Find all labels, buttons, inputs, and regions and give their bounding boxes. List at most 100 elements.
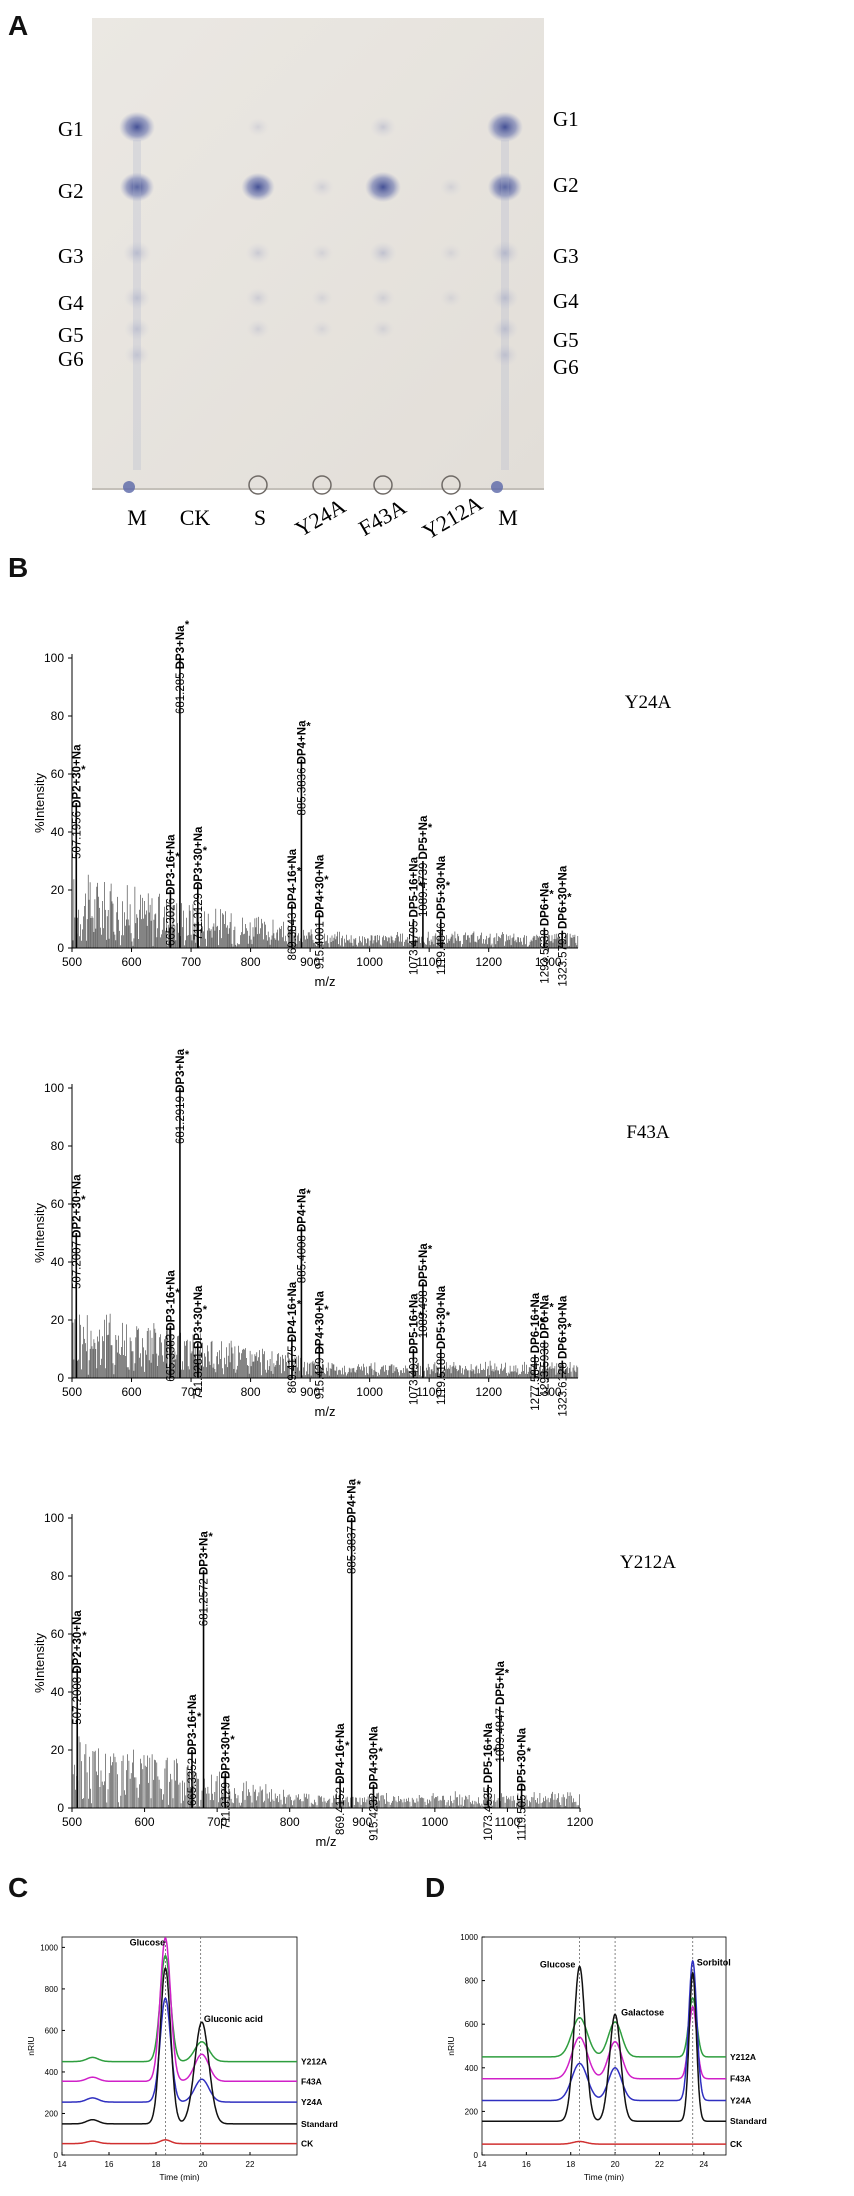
peak-label: 885.4008 DP4+Na xyxy=(296,1188,308,1284)
peak-label: 915.4001 DP4+30+Na xyxy=(314,854,326,969)
peak-asterisk: * xyxy=(306,721,311,733)
peak-asterisk: * xyxy=(185,1049,190,1061)
x-tick-label: 20 xyxy=(611,2160,620,2169)
y-tick-label: 20 xyxy=(51,1743,65,1757)
y-tick-label: 400 xyxy=(45,2068,59,2077)
peak-label: 915.4232 DP4+30+Na xyxy=(368,1726,380,1841)
x-tick-label: 700 xyxy=(207,1815,227,1829)
tlc-spot xyxy=(245,242,271,264)
series-line xyxy=(482,2005,726,2080)
x-tick-label: 1200 xyxy=(475,955,502,969)
tlc-spot xyxy=(241,172,275,202)
tlc-spot xyxy=(123,286,151,310)
peak-label: 665.3352 DP3-16+Na xyxy=(187,1694,199,1806)
series-label: Y212A xyxy=(730,2052,756,2062)
peak-label: 681.285 DP3+Na xyxy=(175,625,187,714)
x-tick-label: 1100 xyxy=(416,1385,442,1399)
x-tick-label: 14 xyxy=(478,2160,487,2169)
series-line xyxy=(482,2140,726,2145)
peak-asterisk: * xyxy=(197,1711,202,1723)
peak-label: 885.3837 DP4+Na xyxy=(347,1478,359,1574)
tlc-spot xyxy=(491,286,519,310)
peak-label: 1073.4795 DP5-16+Na xyxy=(408,856,420,975)
series-line xyxy=(62,1954,297,2063)
y-tick-label: 40 xyxy=(51,1685,65,1699)
peak-asterisk: * xyxy=(446,880,451,892)
tlc-spot xyxy=(371,288,395,308)
spectrum-title: F43A xyxy=(626,1122,670,1143)
tlc-left-label: G1 xyxy=(58,117,84,141)
y-tick-label: 40 xyxy=(51,1255,65,1269)
x-tick-label: 900 xyxy=(352,1815,372,1829)
series-label: Y24A xyxy=(301,2097,322,2107)
tlc-spot xyxy=(487,111,523,143)
peak-label: 711.3129 DP3+30+Na xyxy=(220,1715,232,1829)
tlc-spot xyxy=(487,172,523,202)
spectrum-title: Y212A xyxy=(620,1552,676,1573)
peak-asterisk: * xyxy=(378,1746,383,1758)
peak-asterisk: * xyxy=(428,822,433,834)
tlc-left-label: G6 xyxy=(58,347,84,371)
x-tick-label: 500 xyxy=(62,1385,82,1399)
tlc-lane-label: CK xyxy=(180,505,211,530)
x-tick-label: 22 xyxy=(655,2160,664,2169)
tlc-spot xyxy=(311,319,333,339)
peak-asterisk: * xyxy=(230,1734,235,1746)
y-tick-label: 100 xyxy=(44,1081,64,1095)
tlc-lane-labels: M CK S Y24A F43A Y212A M xyxy=(127,490,518,544)
tlc-lane-label: F43A xyxy=(354,494,410,541)
peak-label: 869.4175 DP4-16+Na xyxy=(287,1281,299,1393)
tlc-streak xyxy=(133,140,141,470)
x-tick-label: 1000 xyxy=(422,1815,449,1829)
x-tick-label: 24 xyxy=(699,2160,708,2169)
series-label: F43A xyxy=(301,2076,322,2086)
tlc-spot xyxy=(440,243,462,263)
y-tick-label: 20 xyxy=(51,1313,65,1327)
tlc-right-label: G1 xyxy=(553,107,579,131)
x-tick-label: 500 xyxy=(62,955,82,969)
peak-asterisk: * xyxy=(527,1746,532,1758)
tlc-streak xyxy=(501,140,509,470)
x-tick-label: 16 xyxy=(105,2160,114,2169)
annotation-label: Galactose xyxy=(621,2007,664,2017)
peak-label: 1323.5793 DP6+30+Na xyxy=(557,865,569,986)
series-line xyxy=(62,1997,297,2103)
y-axis-label: %Intensity xyxy=(32,1633,47,1693)
x-tick-label: 600 xyxy=(135,1815,155,1829)
x-axis-label: Time (min) xyxy=(159,2172,199,2182)
tlc-lane-label: S xyxy=(254,505,266,530)
x-tick-label: 700 xyxy=(181,955,201,969)
peak-label: 1073.493 DP5-16+Na xyxy=(408,1293,420,1405)
peak-asterisk: * xyxy=(175,851,180,863)
y-tick-label: 100 xyxy=(44,1511,64,1525)
tlc-spot xyxy=(310,243,334,263)
peak-label: 665.3383 DP3-16+Na xyxy=(165,1270,177,1382)
x-tick-label: 22 xyxy=(246,2160,255,2169)
y-tick-label: 400 xyxy=(465,2064,479,2073)
panel-letter-c: C xyxy=(8,1872,29,1903)
x-tick-label: 1200 xyxy=(475,1385,502,1399)
peak-label: 915.429 DP4+30+Na xyxy=(314,1291,326,1400)
series-label: Standard xyxy=(730,2116,767,2126)
tlc-spot xyxy=(119,172,155,202)
panel-letter-b: B xyxy=(8,552,29,583)
y-tick-label: 600 xyxy=(465,2020,479,2029)
peak-label: 1119.505 DP5+30+Na xyxy=(517,1727,529,1840)
mass-spectrum-f43a: 500 600 700 800 900 1000 1100 1200 1300 0 20 40 60 80… xyxy=(32,1048,670,1419)
tlc-left-label: G2 xyxy=(58,179,84,203)
tlc-lane-label: Y24A xyxy=(291,493,350,542)
tlc-right-label: G2 xyxy=(553,173,579,197)
y-tick-label: 20 xyxy=(51,883,65,897)
y-tick-label: 200 xyxy=(45,2109,59,2118)
peak-asterisk: * xyxy=(81,764,86,776)
tlc-spot xyxy=(311,288,333,308)
series-line xyxy=(482,1965,726,2122)
tlc-origin-ring xyxy=(312,475,332,495)
series-label: Y24A xyxy=(730,2096,751,2106)
tlc-origin-ring xyxy=(373,475,393,495)
series-line xyxy=(62,1966,297,2125)
x-tick-label: 1300 xyxy=(535,955,562,969)
y-tick-label: 800 xyxy=(465,1977,479,1986)
series-line xyxy=(62,2139,297,2145)
